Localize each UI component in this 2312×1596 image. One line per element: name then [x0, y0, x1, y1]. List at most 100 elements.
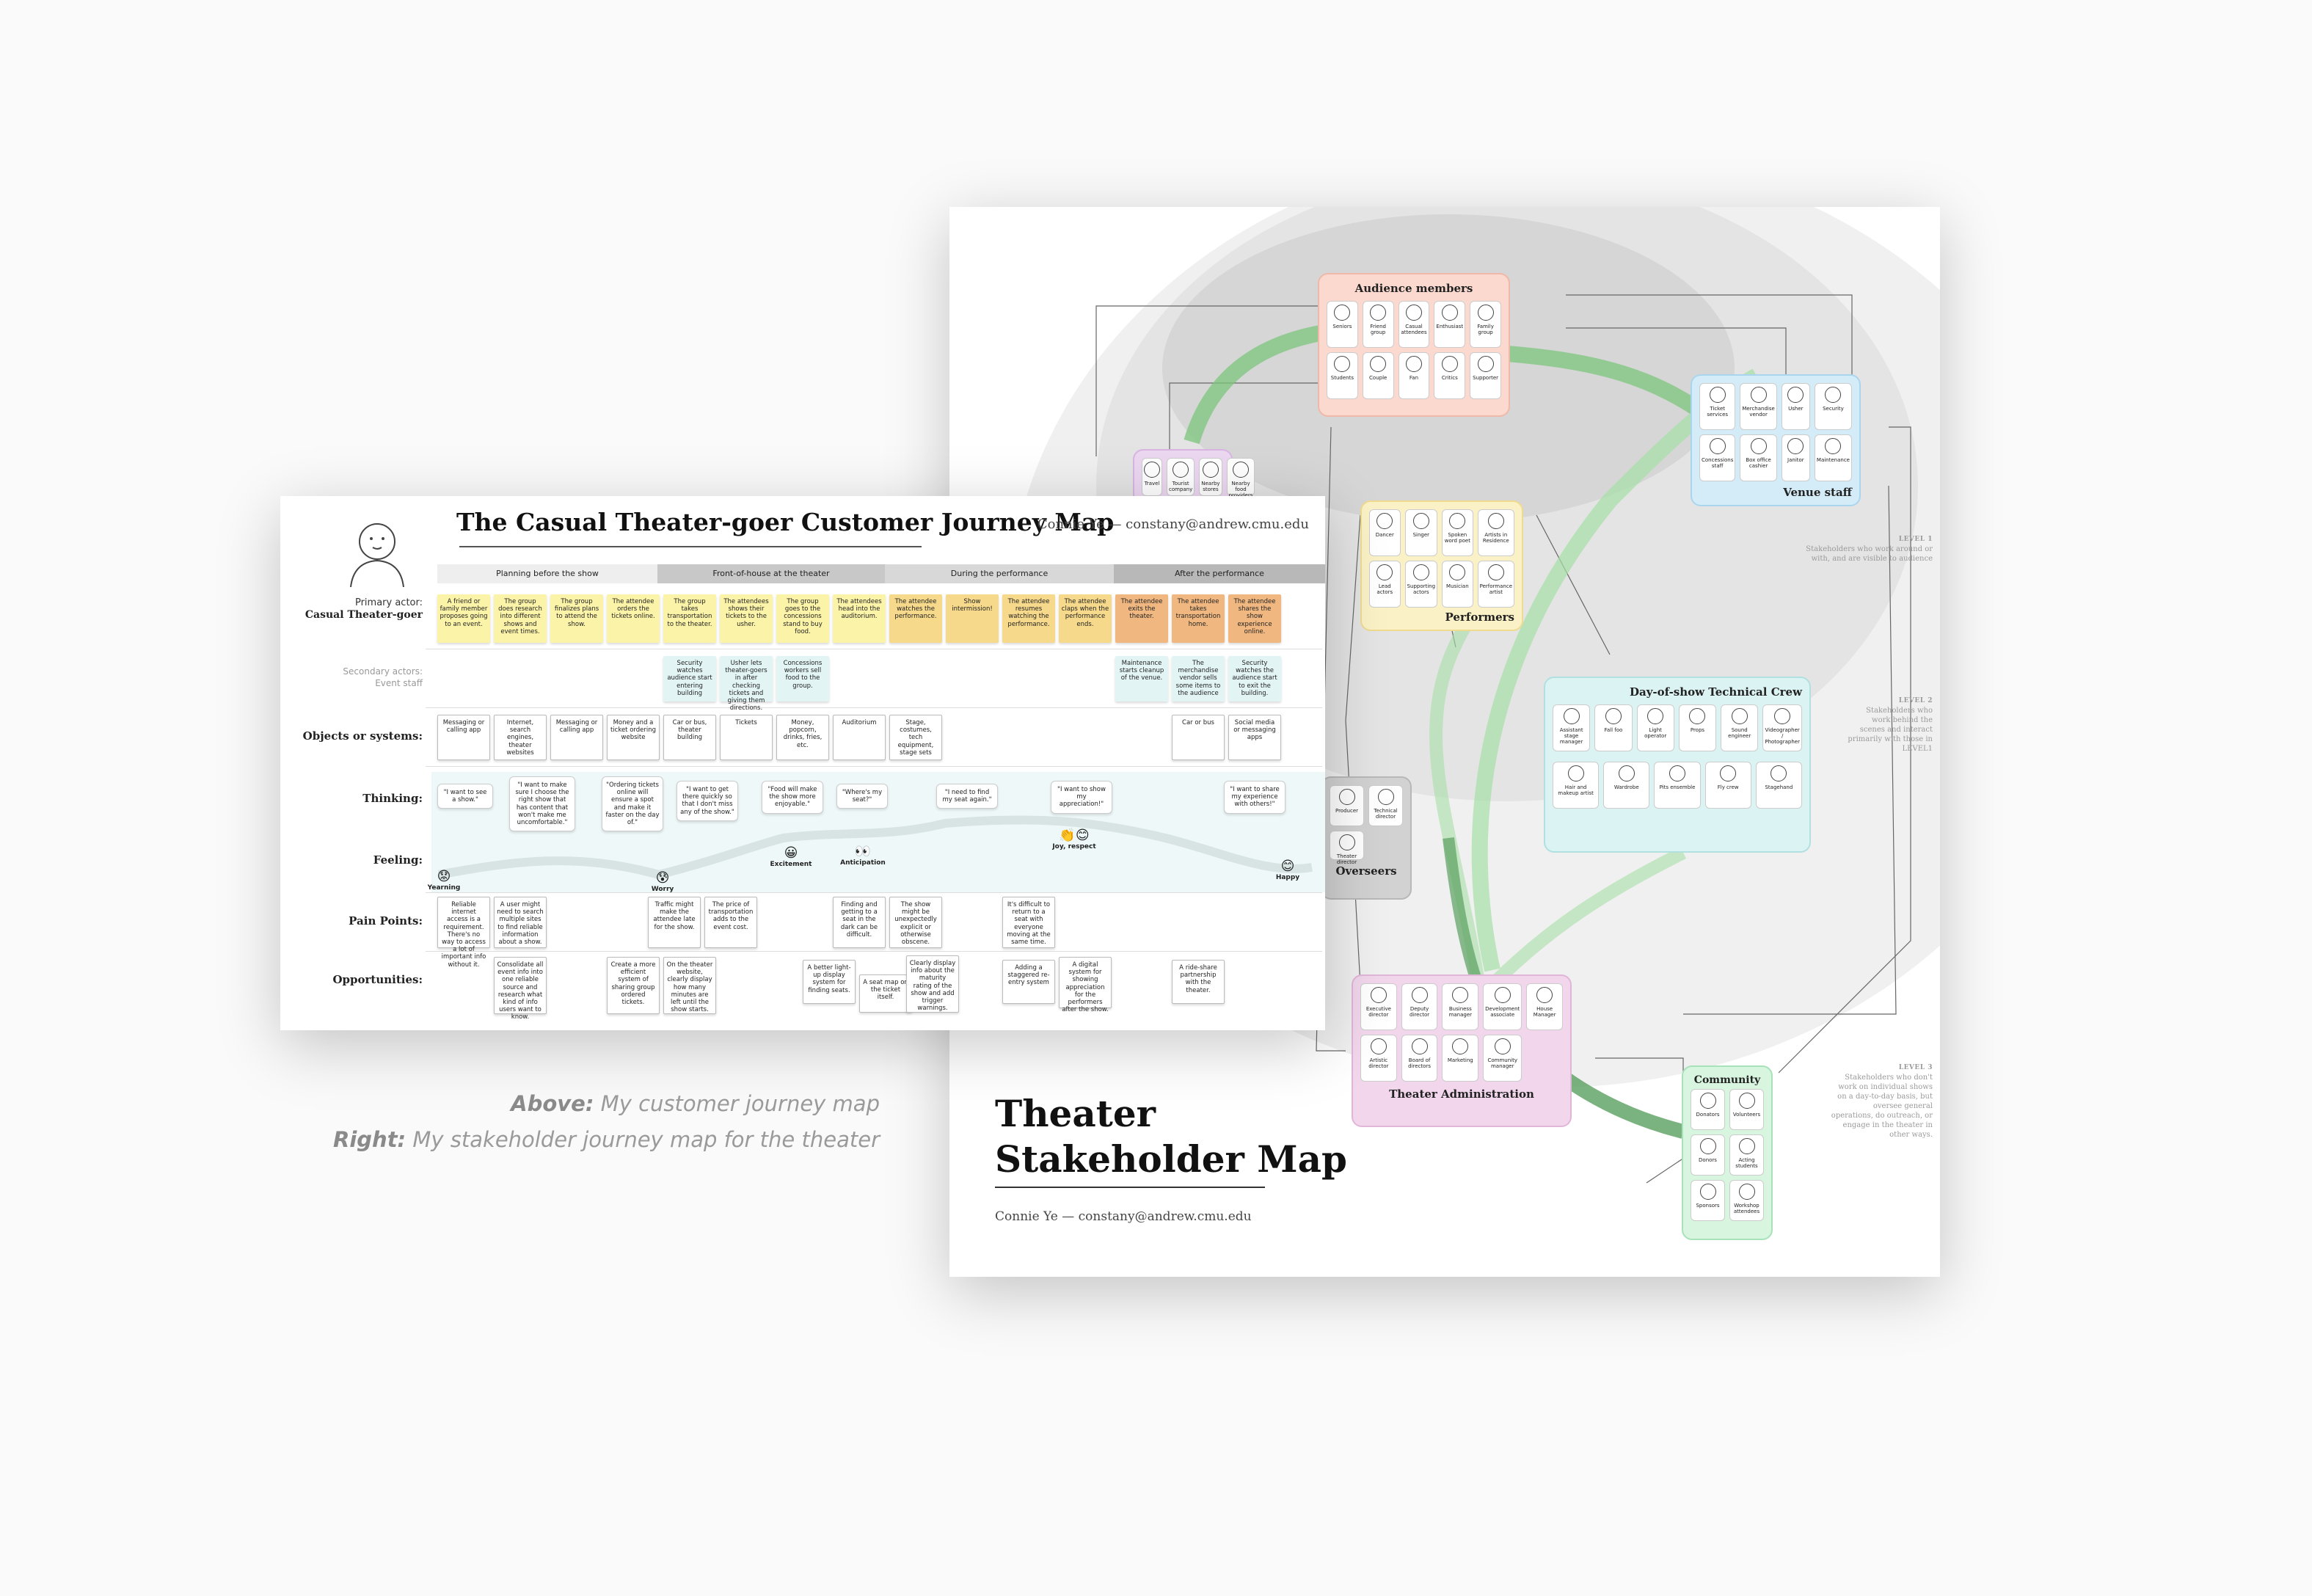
thought-bubble: "Food will make the show more enjoyable.… [762, 781, 823, 814]
step-sticky: The attendees head into the auditorium. [833, 594, 886, 643]
stakeholder-card: Board of directors [1401, 1035, 1438, 1082]
stakeholder-card: Stagehand [1755, 762, 1802, 809]
stakeholder-card: Janitor [1781, 434, 1810, 481]
step-sticky: The group does research into different s… [494, 594, 547, 643]
audience-group: Audience members Seniors Friend group Ca… [1318, 273, 1510, 417]
stakeholder-card: Acting students [1729, 1134, 1764, 1176]
opportunity-sticky: Create a more efficient system of sharin… [607, 957, 660, 1014]
stakeholder-card: Supporting actors [1404, 561, 1438, 608]
level-3-note: LEVEL 3 Stakeholders who don't work on in… [1831, 1064, 1933, 1139]
stakeholder-card: Singer [1404, 509, 1438, 556]
pain-sticky: Traffic might make the attendee late for… [648, 897, 701, 948]
stakeholder-card: Usher [1781, 383, 1810, 430]
thought-bubble: "I want to share my experience with othe… [1224, 781, 1286, 814]
opportunity-sticky: A better light-up display system for fin… [803, 960, 856, 1004]
phase-front-of-house: Front-of-house at the theater [657, 564, 885, 583]
journey-title: The Casual Theater-goer Customer Journey… [456, 508, 1115, 536]
secondary-sticky: Security watches the audience start to e… [1228, 656, 1281, 702]
object-sticky: Money, popcorn, drinks, fries, etc. [776, 715, 829, 760]
object-sticky: Auditorium [833, 715, 886, 760]
community-title: Community [1693, 1074, 1761, 1086]
stakeholder-card: Producer [1330, 785, 1364, 826]
stakeholder-card: Fan [1398, 352, 1430, 399]
stakeholder-card: Enthusiast [1434, 301, 1466, 348]
map-title: Theater Stakeholder Map [995, 1092, 1347, 1181]
stakeholder-card: Artists in Residence [1477, 509, 1514, 556]
step-sticky: The attendees shows their tickets to the… [720, 594, 773, 643]
object-sticky: Car or bus [1172, 715, 1225, 760]
step-sticky: The group finalizes plans to attend the … [550, 594, 603, 643]
stakeholder-card: Deputy director [1401, 983, 1438, 1030]
crew-title: Day-of-show Technical Crew [1629, 685, 1802, 699]
object-sticky: Messaging or calling app [437, 715, 490, 760]
feeling-marker: 😰 Worry [651, 870, 674, 893]
row-label-thinking: Thinking: [362, 792, 423, 805]
feeling-marker: 😀 Excitement [770, 845, 812, 868]
stakeholder-card: Sponsors [1691, 1180, 1725, 1221]
title-underline [459, 546, 922, 547]
object-sticky: Car or bus, theater building [663, 715, 716, 760]
stakeholder-card: Maintenance [1814, 434, 1852, 481]
step-sticky: The group takes transportation to the th… [663, 594, 716, 643]
stakeholder-card: Pits ensemble [1654, 762, 1701, 809]
stakeholder-card: Community manager [1483, 1035, 1523, 1082]
opportunity-sticky: Clearly display info about the maturity … [906, 955, 959, 1013]
stakeholder-card: Spoken word poet [1442, 509, 1473, 556]
secondary-actor-label: Secondary actors: [343, 666, 423, 677]
opportunity-sticky: Consolidate all event info into one reli… [494, 957, 547, 1021]
step-sticky: The attendee claps when the performance … [1059, 594, 1112, 643]
stakeholder-card: Props [1678, 704, 1717, 751]
stakeholder-card: Sound engineer [1721, 704, 1759, 751]
journey-author: Connie Ye — constany@andrew.cmu.edu [1037, 517, 1309, 532]
feeling-marker: 😊 Happy [1275, 859, 1300, 881]
stakeholder-card: Security [1814, 383, 1852, 430]
stakeholder-card: Tourist company [1167, 458, 1195, 496]
secondary-sticky: Security watches audience start entering… [663, 656, 716, 702]
stakeholder-card: Artistic director [1360, 1035, 1397, 1082]
opportunity-sticky: A seat map on the ticket itself. [859, 974, 912, 1013]
row-label-feeling: Feeling: [373, 853, 423, 867]
travel-group: Travel Tourist company Nearby stores Nea… [1133, 449, 1255, 504]
phase-planning: Planning before the show [437, 564, 657, 583]
stakeholder-card: Ticket services [1699, 383, 1736, 430]
stakeholder-card: Development associate [1483, 983, 1523, 1030]
stakeholder-card: Hair and makeup artist [1553, 762, 1600, 809]
level-1-note: LEVEL 1 Stakeholders who work around or w… [1806, 536, 1933, 563]
step-sticky: The attendee shares the show experience … [1228, 594, 1281, 643]
overseers-group: Producer Technical director Theater dire… [1321, 776, 1412, 900]
opportunity-sticky: A digital system for showing appreciatio… [1059, 957, 1112, 1013]
secondary-sticky: Maintenance starts cleanup of the venue. [1115, 656, 1168, 702]
audience-title: Audience members [1354, 282, 1473, 295]
phase-performance: During the performance [885, 564, 1114, 583]
secondary-sticky: Usher lets theater-goers in after checki… [720, 656, 773, 712]
thought-bubble: "Ordering tickets online will ensure a s… [602, 776, 663, 832]
caption-above: Above: My customer journey map [511, 1091, 880, 1116]
stakeholder-card: Performance artist [1477, 561, 1514, 608]
step-sticky: The group goes to the concessions stand … [776, 594, 829, 643]
thought-bubble: "I want to make sure I choose the right … [509, 776, 575, 832]
stakeholder-card: Videographer / Photographer [1762, 704, 1802, 751]
step-sticky: A friend or family member proposes going… [437, 594, 490, 643]
level-2-note: LEVEL 2 Stakeholders who work behind the … [1848, 697, 1933, 753]
feeling-marker: 👀 Anticipation [840, 844, 886, 867]
step-sticky: The attendee exits the theater. [1115, 594, 1168, 643]
pain-sticky: Reliable internet access is a requiremen… [437, 897, 490, 969]
title-underline [995, 1187, 1265, 1188]
journey-map: Primary actor: Casual Theater-goer Secon… [280, 496, 1325, 1030]
primary-actor-label: Primary actor: [354, 597, 423, 608]
venue-group: Ticket services Merchandise vendor Usher… [1691, 374, 1861, 506]
stakeholder-card: Theater director [1330, 831, 1364, 865]
pain-sticky: The show might be unexpectedly explicit … [889, 897, 942, 948]
object-sticky: Tickets [720, 715, 773, 760]
thought-bubble: "I want to show my appreciation!" [1051, 781, 1112, 814]
stakeholder-card: Box office cashier [1740, 434, 1777, 481]
stakeholder-card: Technical director [1368, 785, 1403, 826]
admin-title: Theater Administration [1389, 1087, 1534, 1101]
stakeholder-card: Lead actors [1369, 561, 1401, 608]
stakeholder-card: Concessions staff [1699, 434, 1736, 481]
row-label-opportunities: Opportunities: [332, 973, 423, 986]
stakeholder-card: Wardrobe [1603, 762, 1650, 809]
feeling-marker: 👏😊 Joy, respect [1052, 828, 1096, 850]
pain-sticky: A user might need to search multiple sit… [494, 897, 547, 948]
object-sticky: Money and a ticket ordering website [607, 715, 660, 760]
